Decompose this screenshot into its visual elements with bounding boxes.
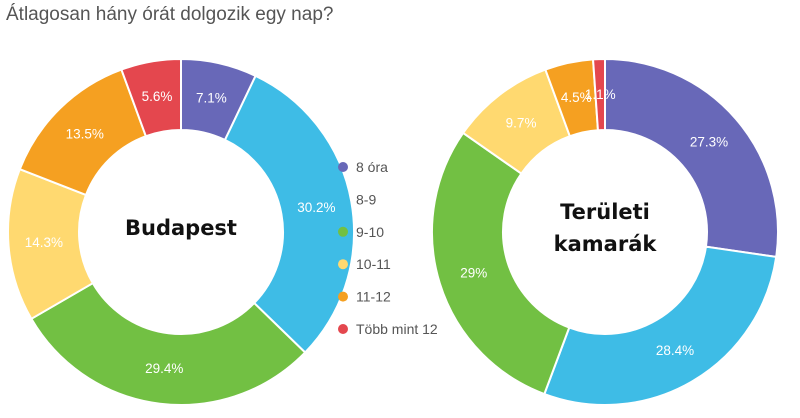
legend-marker-1 [338,162,348,172]
slice-label-teruleti-kamarak-1: 27.3% [690,135,728,150]
slice-label-teruleti-kamarak-2: 28.4% [656,343,694,358]
legend-item-3: 9-10 [356,224,384,240]
slice-teruleti-kamarak-3[interactable] [431,131,571,396]
slice-teruleti-kamarak-1[interactable] [604,57,779,259]
center-label-teruleti-kamarak-line-1: Területi [560,200,650,224]
chart-title: Átlagosan hány órát dolgozik egy nap? [6,4,334,25]
legend-marker-5 [338,291,348,302]
slice-budapest-3[interactable] [29,281,307,406]
donut-budapest: 7.1% 30.2% 29.4% 14.3% 13.5% 5.6% Budapest [7,57,355,406]
legend-marker-6 [338,324,348,334]
slice-budapest-6[interactable] [120,57,182,138]
legend-marker-4 [338,259,348,270]
legend-item-4: 10-11 [356,256,391,272]
center-label-teruleti-kamarak-line-2: kamarák [554,232,658,256]
legend-item-1: 8 óra [356,159,388,175]
legend-item-6: Több mint 12 [356,321,438,337]
legend-item-5: 11-12 [356,289,391,305]
slice-label-budapest-6: 5.6% [142,89,173,104]
slice-label-budapest-5: 13.5% [66,126,104,141]
slice-budapest-2[interactable] [223,74,355,354]
slice-label-teruleti-kamarak-3: 29% [460,265,487,280]
slice-teruleti-kamarak-2[interactable] [543,245,778,406]
slice-label-budapest-1: 7.1% [196,90,227,105]
legend-marker-2 [338,194,348,205]
center-label-budapest: Budapest [125,216,237,240]
slice-label-budapest-2: 30.2% [297,200,335,215]
slice-label-budapest-4: 14.3% [25,235,63,250]
slice-label-teruleti-kamarak-4: 9.7% [506,116,537,131]
slice-label-teruleti-kamarak-6: 1.1% [585,87,616,102]
legend-item-2: 8-9 [356,191,376,207]
donut-teruleti-kamarak: 27.3% 28.4% 29% 9.7% 4.5%1.1% Területi kamarák [431,57,779,406]
legend-marker-3 [338,226,348,237]
slice-label-teruleti-kamarak-5: 4.5% [561,90,592,105]
slice-label-budapest-3: 29.4% [145,361,183,376]
slice-teruleti-kamarak-6[interactable] [591,57,606,132]
legend: 8 óra 8-9 9-10 10-11 11-12 Több mint 12 [338,159,438,337]
